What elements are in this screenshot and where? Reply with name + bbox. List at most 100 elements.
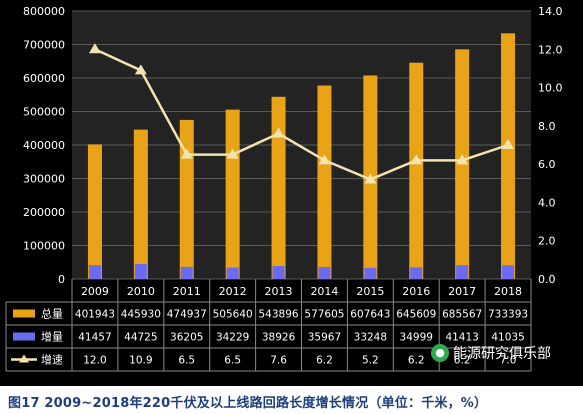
data-label: 5.2: [362, 355, 379, 367]
left-tick-label: 400000: [23, 139, 65, 152]
legend-label: 增量: [41, 330, 63, 344]
bar-increment: [410, 267, 423, 279]
bar-total: [133, 129, 148, 279]
left-tick-label: 100000: [23, 240, 65, 253]
bar-total: [409, 62, 424, 280]
bar-increment: [134, 264, 147, 279]
wechat-icon: ●: [431, 344, 449, 362]
growth-point: [364, 173, 377, 184]
gridlines: [72, 10, 531, 280]
x-tick-label: 2014: [310, 285, 338, 298]
data-label: 41035: [491, 332, 524, 344]
x-tick-label: 2012: [219, 285, 247, 298]
legend-marker: [19, 354, 29, 363]
left-tick-label: 300000: [23, 173, 65, 186]
data-label: 474937: [167, 309, 207, 321]
legend-key: [13, 332, 35, 341]
bar-total: [271, 96, 286, 280]
data-label: 44725: [124, 332, 157, 344]
data-label: 505640: [213, 309, 253, 321]
data-label: 12.0: [83, 355, 106, 367]
growth-point: [180, 148, 193, 159]
right-tick-label: 10.0: [538, 82, 563, 95]
data-label: 7.0: [500, 355, 517, 367]
data-label: 35967: [308, 332, 341, 344]
right-tick-label: 6.0: [538, 158, 556, 171]
bar-increment: [226, 267, 239, 279]
right-tick-label: 8.0: [538, 120, 556, 133]
data-label: 7.6: [270, 355, 287, 367]
x-tick-label: 2018: [494, 285, 522, 298]
bar-total: [87, 144, 102, 279]
data-label: 10.9: [129, 355, 152, 367]
x-tick-label: 2016: [402, 285, 430, 298]
legend-key: [13, 309, 35, 318]
growth-point: [410, 154, 423, 165]
bar-increment: [364, 267, 377, 279]
left-tick-label: 600000: [23, 72, 65, 85]
figure-caption: 图17 2009~2018年220千伏及以上线路回路长度增长情况（单位：千米，%…: [8, 396, 488, 411]
data-label: 401943: [75, 309, 115, 321]
data-table: 2009 2010 2011 2012 2013 2014 2015 2016 2017 2018…: [5, 279, 532, 372]
data-label: 6.5: [224, 355, 241, 367]
growth-point: [456, 154, 469, 165]
left-tick-label: 500000: [23, 106, 65, 119]
data-label: 6.5: [178, 355, 195, 367]
bar-increment: [272, 265, 285, 279]
growth-point: [134, 64, 147, 75]
right-tick-label: 14.0: [538, 5, 563, 18]
data-label: 645609: [396, 309, 436, 321]
x-tick-label: 2009: [81, 285, 109, 298]
bar-increment: [180, 266, 193, 279]
data-label: 36205: [170, 332, 203, 344]
left-tick-label: 0: [58, 273, 65, 286]
data-label: 41413: [445, 332, 478, 344]
bar-increment: [456, 265, 469, 279]
data-label: 577605: [304, 309, 344, 321]
bar-total: [225, 109, 240, 280]
growth-point: [502, 139, 515, 149]
growth-point: [272, 127, 285, 138]
left-tick-label: 200000: [23, 206, 65, 219]
bar-total: [501, 33, 516, 279]
right-axis-ticks: 0.0 2.0 4.0 6.0 8.0 10.0 12.0 14.0: [538, 5, 563, 286]
growth-point: [226, 148, 239, 159]
data-label: 445930: [121, 309, 161, 321]
bar-increment: [318, 266, 331, 279]
x-tick-label: 2015: [356, 285, 384, 298]
watermark-text: 能源研究俱乐部: [453, 346, 551, 362]
data-label: 38926: [262, 332, 296, 344]
left-tick-label: 700000: [23, 39, 65, 52]
growth-point: [88, 43, 101, 54]
legend-label: 增速: [41, 353, 63, 367]
left-tick-label: 800000: [23, 5, 65, 18]
x-tick-label: 2011: [173, 285, 201, 298]
data-label: 685567: [442, 309, 482, 321]
data-label: 33248: [354, 332, 387, 344]
right-tick-label: 2.0: [538, 235, 556, 248]
right-tick-label: 4.0: [538, 196, 556, 209]
data-label: 543896: [259, 309, 299, 321]
data-label: 34229: [216, 332, 249, 344]
data-label: 6.2: [454, 355, 471, 367]
bar-increment: [502, 265, 515, 279]
x-tick-label: 2013: [265, 285, 293, 298]
data-label: 6.2: [316, 355, 333, 367]
growth-line: [88, 43, 515, 184]
data-label: 41457: [78, 332, 111, 344]
watermark: ● 能源研究俱乐部: [431, 343, 551, 363]
bar-total: [179, 119, 194, 279]
growth-line-path: [94, 48, 509, 181]
data-label: 733393: [488, 309, 528, 321]
bar-total: [317, 85, 332, 280]
x-tick-label: 2017: [448, 285, 476, 298]
x-tick-label: 2010: [127, 285, 155, 298]
bar-increment: [88, 265, 101, 279]
data-label: 34999: [400, 332, 433, 344]
legend-label: 总量: [41, 307, 63, 321]
data-label: 6.2: [408, 355, 425, 367]
left-axis-ticks: 0 100000 200000 300000 400000 500000 600000 700…: [23, 5, 65, 286]
growth-point: [318, 154, 331, 165]
right-tick-label: 0.0: [538, 273, 556, 286]
